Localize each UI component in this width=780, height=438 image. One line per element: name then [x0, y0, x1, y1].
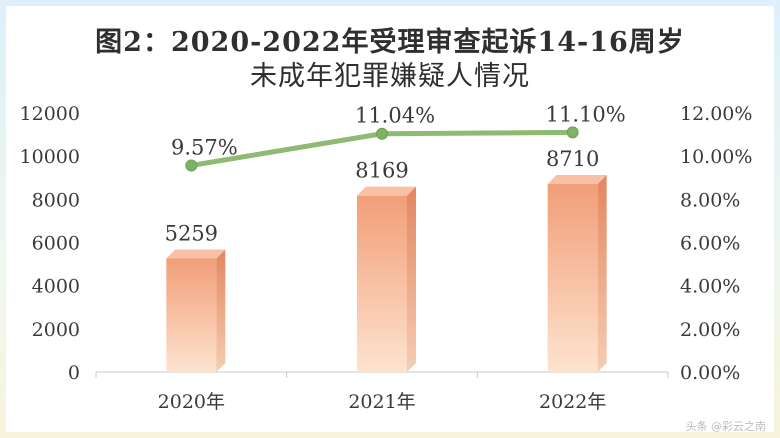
percent-value-label: 11.04%	[355, 104, 435, 128]
y-left-tick-label: 12000	[20, 103, 80, 125]
bar-top	[357, 186, 416, 196]
percent-point	[376, 127, 388, 140]
y-left-tick-label: 8000	[32, 189, 80, 211]
y-left-tick-label: 0	[68, 362, 80, 384]
bar-front	[166, 258, 217, 372]
x-category-label: 2020年	[158, 391, 225, 413]
line-layer	[185, 126, 579, 172]
y-right-tick-label: 0.00%	[680, 362, 740, 384]
bar-top	[547, 175, 607, 185]
bar-2	[357, 186, 416, 372]
percent-value-label: 9.57%	[171, 135, 238, 159]
bar-value-label: 5259	[165, 221, 218, 245]
bar-side	[407, 186, 416, 372]
y-right-tick-label: 8.00%	[680, 189, 740, 211]
y-right-tick-label: 4.00%	[680, 276, 740, 298]
percent-point	[185, 159, 198, 172]
y-right-tick-label: 10.00%	[680, 146, 752, 168]
y-left-tick-label: 2000	[32, 319, 80, 341]
y-left-tick-label: 4000	[32, 276, 80, 298]
bar-3	[547, 175, 607, 372]
bar-value-label: 8710	[546, 147, 599, 171]
x-category-label: 2021年	[348, 391, 415, 413]
bar-1	[166, 249, 226, 372]
labels-layer: 5259 8169 8710 9.57% 11.04% 11.10%	[165, 102, 626, 245]
y-right-tick-label: 2.00%	[680, 319, 740, 341]
watermark: 头条 @彩云之南	[685, 420, 767, 433]
bar-side	[597, 175, 607, 372]
percent-value-label: 11.10%	[546, 102, 626, 126]
chart-title-line-2: 未成年犯罪嫌疑人情况	[250, 61, 530, 92]
bars-layer	[166, 175, 607, 372]
y-left-tick-label: 10000	[20, 146, 80, 168]
y-left-tick-label: 6000	[32, 233, 80, 255]
bar-value-label: 8169	[355, 159, 408, 183]
y-right-tick-label: 6.00%	[680, 233, 740, 255]
x-category-label: 2022年	[539, 391, 606, 413]
bar-front	[357, 195, 407, 372]
percent-point	[566, 126, 579, 139]
bar-side	[216, 249, 226, 372]
y-right-tick-label: 12.00%	[680, 103, 752, 125]
bar-top	[166, 249, 226, 259]
bar-front	[547, 184, 598, 372]
chart-title-line-1: 图2：2020-2022年受理审查起诉14-16周岁	[95, 27, 685, 58]
